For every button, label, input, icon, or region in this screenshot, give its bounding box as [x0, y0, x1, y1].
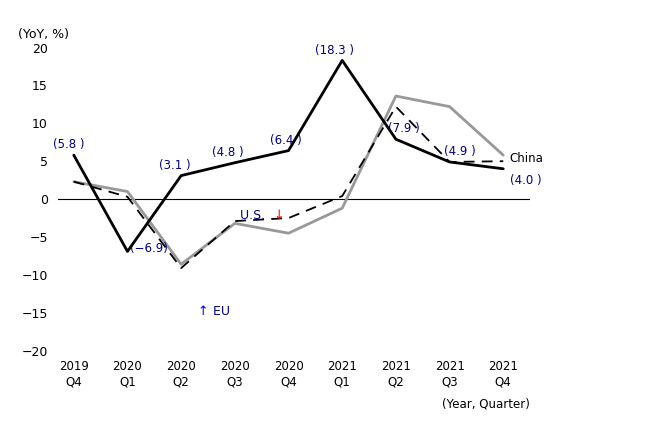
Text: (3.1 ): (3.1 ): [159, 159, 191, 172]
Text: U.S.: U.S.: [240, 209, 270, 222]
Text: (6.4 ): (6.4 ): [270, 134, 301, 147]
Text: (4.0 ): (4.0 ): [510, 174, 541, 187]
Text: (−6.9): (−6.9): [130, 242, 168, 255]
Text: (YoY, %): (YoY, %): [17, 28, 69, 41]
Text: (4.9 ): (4.9 ): [444, 145, 476, 158]
Text: (Year, Quarter): (Year, Quarter): [442, 398, 530, 411]
Text: (5.8 ): (5.8 ): [53, 138, 85, 151]
Text: (7.9 ): (7.9 ): [388, 123, 420, 135]
Text: EU: EU: [209, 305, 230, 318]
Text: ↑: ↑: [197, 305, 208, 318]
Text: (18.3 ): (18.3 ): [316, 43, 354, 57]
Text: (4.8 ): (4.8 ): [213, 146, 244, 159]
Text: ↓: ↓: [273, 209, 284, 222]
Text: China: China: [510, 152, 544, 165]
